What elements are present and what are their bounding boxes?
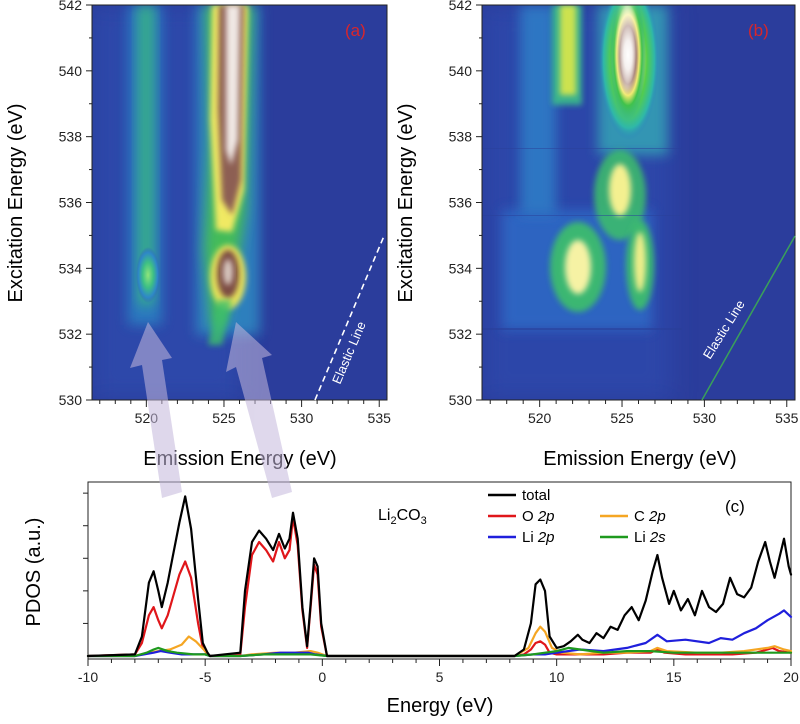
compound-mid: CO [397,507,421,524]
x-tick-label-c: 15 [666,669,682,685]
correlation-arrows [130,322,292,498]
panel-b: Elastic Line (b) 520 525 530 53553053253453… [395,0,799,470]
y-axis-label-c: PDOS (a.u.) [23,518,45,627]
x-tick-label-c: -10 [78,669,98,685]
x-axis-label-c: Energy (eV) [387,695,494,717]
x-tick-label-b: 520 [528,410,552,426]
compound-sub2: 3 [421,515,427,527]
legend-label-orbital: 2p [537,529,555,546]
x-tick-label-b: 525 [610,410,634,426]
y-tick-label-a: 542 [59,0,83,13]
legend-label-element: C [634,508,649,525]
x-axis-label-a: Emission Energy (eV) [143,448,336,470]
axis-ticks-c: -10 -5 0 5 10 15 20 [78,492,799,685]
legend-label-c-2p: C 2p [634,508,666,525]
legend-label-li-2p: Li 2p [522,529,555,546]
y-tick-label-b: 532 [449,326,473,342]
y-tick-label-b: 538 [449,129,473,145]
y-tick-label-a: 538 [59,129,83,145]
legend-label-orbital: 2p [648,508,666,525]
x-tick-label-a: 535 [368,410,392,426]
y-tick-label-a: 536 [59,195,83,211]
arrow-right [226,322,292,498]
compound-main: Li [378,507,390,524]
panel-label-a: (a) [345,21,366,40]
elastic-line-b [701,235,796,401]
x-tick-label-a: 525 [212,410,236,426]
pdos-curves [86,495,793,658]
panel-a: Elastic Line (a) 520 525 530 53553053253453… [5,0,391,470]
x-tick-label-c: 0 [318,669,326,685]
y-tick-label-a: 530 [59,392,83,408]
legend-label-o-2p: O 2p [522,508,555,525]
y-tick-label-b: 534 [449,260,473,276]
legend-label-element: Li [634,529,650,546]
x-tick-label-c: 10 [549,669,565,685]
legend-label-total: total [522,487,550,504]
panel-label-c: (c) [725,497,745,516]
legend-label-orbital: 2s [649,529,666,546]
legend-label-li-2s: Li 2s [634,529,666,546]
heatmap-a [92,5,387,400]
compound-label: Li2CO3 [378,507,427,527]
x-axis-label-b: Emission Energy (eV) [543,448,736,470]
legend-label-orbital: 2p [537,508,555,525]
x-tick-label-a: 530 [290,410,314,426]
x-tick-label-c: -5 [199,669,212,685]
y-axis-label-a: Excitation Energy (eV) [5,104,27,303]
panel-c: -10 -5 0 5 10 15 20 Energy (eV) PDOS (a.u.) Li… [23,481,799,717]
y-tick-label-b: 530 [449,392,473,408]
x-tick-label-b: 535 [775,410,799,426]
y-tick-label-b: 536 [449,195,473,211]
x-tick-label-b: 530 [693,410,717,426]
y-tick-label-b: 542 [449,0,473,13]
plot-frame-c [87,481,792,660]
y-tick-label-b: 540 [449,63,473,79]
y-axis-label-b: Excitation Energy (eV) [395,104,417,303]
legend-label-element: O [522,508,538,525]
y-tick-label-a: 532 [59,326,83,342]
y-tick-label-a: 534 [59,260,83,276]
y-tick-label-a: 540 [59,63,83,79]
legend-label-element: Li [522,529,538,546]
axis-ticks-b: 520 525 530 535 530 532 534 536 538 540 542 [449,0,799,426]
panel-label-b: (b) [748,21,769,40]
arrow-left [130,322,182,498]
series-line-total [86,495,793,658]
x-tick-label-c: 20 [783,669,799,685]
compound-sub1: 2 [390,515,396,527]
x-tick-label-c: 5 [436,669,444,685]
heatmap-b [482,5,795,400]
